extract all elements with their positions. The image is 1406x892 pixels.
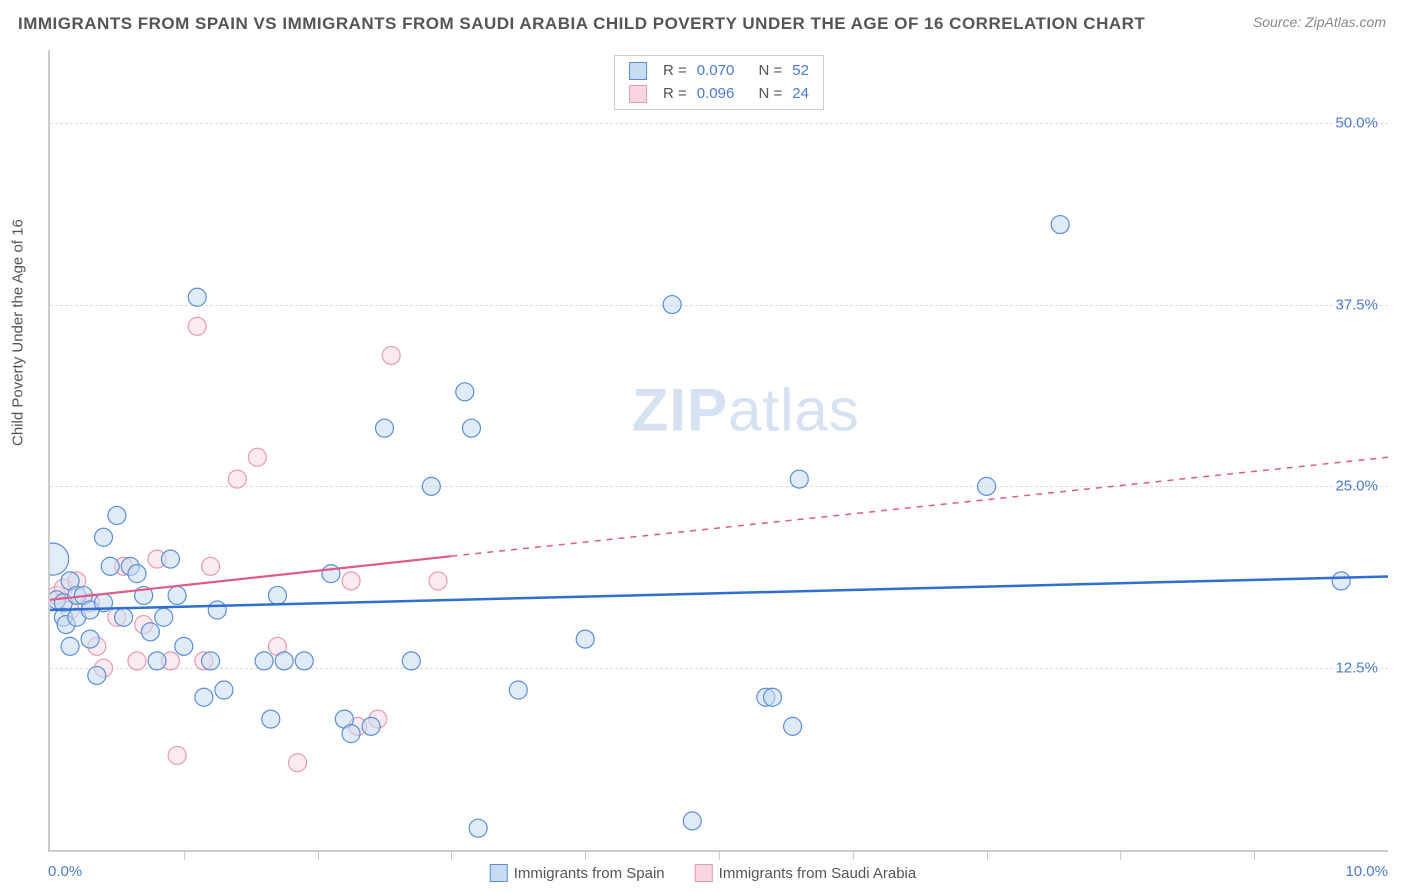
scatter-point-blue xyxy=(683,812,701,830)
x-tick-mark xyxy=(585,850,586,860)
r-value-pink: 0.096 xyxy=(697,83,735,106)
legend-item-saudi: Immigrants from Saudi Arabia xyxy=(695,864,917,882)
scatter-point-blue xyxy=(422,477,440,495)
scatter-point-pink xyxy=(248,448,266,466)
r-label: R = xyxy=(663,60,687,83)
scatter-point-blue xyxy=(128,565,146,583)
scatter-point-blue xyxy=(509,681,527,699)
scatter-point-blue xyxy=(978,477,996,495)
n-label: N = xyxy=(759,83,783,106)
scatter-point-blue xyxy=(61,637,79,655)
scatter-point-pink xyxy=(382,346,400,364)
scatter-point-blue-large xyxy=(50,543,69,575)
x-tick-mark xyxy=(853,850,854,860)
scatter-point-blue xyxy=(202,652,220,670)
scatter-point-blue xyxy=(148,652,166,670)
scatter-point-blue xyxy=(462,419,480,437)
scatter-point-pink xyxy=(128,652,146,670)
scatter-point-blue xyxy=(161,550,179,568)
scatter-point-pink xyxy=(168,746,186,764)
scatter-point-pink xyxy=(289,754,307,772)
scatter-point-blue xyxy=(268,586,286,604)
x-tick-mark xyxy=(318,850,319,860)
scatter-point-blue xyxy=(81,630,99,648)
chart-container: IMMIGRANTS FROM SPAIN VS IMMIGRANTS FROM… xyxy=(0,0,1406,892)
scatter-plot-svg xyxy=(50,50,1388,850)
correlation-legend-row-1: R = 0.070 N = 52 xyxy=(629,60,809,83)
scatter-point-blue xyxy=(262,710,280,728)
scatter-point-pink xyxy=(342,572,360,590)
scatter-point-blue xyxy=(576,630,594,648)
legend-swatch-spain xyxy=(490,864,508,882)
y-axis-label: Child Poverty Under the Age of 16 xyxy=(10,219,27,446)
x-tick-min: 0.0% xyxy=(48,863,82,880)
scatter-point-blue xyxy=(95,528,113,546)
scatter-point-pink xyxy=(429,572,447,590)
scatter-point-blue xyxy=(342,725,360,743)
scatter-point-blue xyxy=(108,506,126,524)
correlation-legend: R = 0.070 N = 52 R = 0.096 N = 24 xyxy=(614,55,824,110)
scatter-point-blue xyxy=(456,383,474,401)
scatter-point-blue xyxy=(275,652,293,670)
legend-swatch-blue xyxy=(629,62,647,80)
x-tick-mark xyxy=(451,850,452,860)
legend-swatch-pink xyxy=(629,85,647,103)
n-value-pink: 24 xyxy=(792,83,809,106)
scatter-point-pink xyxy=(228,470,246,488)
scatter-point-blue xyxy=(1051,216,1069,234)
x-tick-mark xyxy=(719,850,720,860)
legend-label-spain: Immigrants from Spain xyxy=(514,865,665,882)
scatter-point-pink xyxy=(202,557,220,575)
scatter-point-blue xyxy=(208,601,226,619)
scatter-point-blue xyxy=(402,652,420,670)
scatter-point-blue xyxy=(322,565,340,583)
r-value-blue: 0.070 xyxy=(697,60,735,83)
scatter-point-blue xyxy=(101,557,119,575)
x-tick-mark xyxy=(1120,850,1121,860)
legend-item-spain: Immigrants from Spain xyxy=(490,864,665,882)
scatter-point-blue xyxy=(195,688,213,706)
scatter-point-blue xyxy=(88,666,106,684)
x-tick-mark xyxy=(1254,850,1255,860)
scatter-point-blue xyxy=(764,688,782,706)
scatter-point-blue xyxy=(155,608,173,626)
series-legend: Immigrants from Spain Immigrants from Sa… xyxy=(490,864,916,882)
scatter-point-blue xyxy=(255,652,273,670)
r-label: R = xyxy=(663,83,687,106)
scatter-point-pink xyxy=(188,317,206,335)
scatter-point-blue xyxy=(663,296,681,314)
scatter-point-blue xyxy=(376,419,394,437)
x-tick-mark xyxy=(987,850,988,860)
source-attribution: Source: ZipAtlas.com xyxy=(1253,14,1386,30)
scatter-point-blue xyxy=(141,623,159,641)
x-tick-mark xyxy=(184,850,185,860)
scatter-point-blue xyxy=(168,586,186,604)
correlation-legend-row-2: R = 0.096 N = 24 xyxy=(629,83,809,106)
scatter-point-blue xyxy=(215,681,233,699)
n-label: N = xyxy=(759,60,783,83)
legend-label-saudi: Immigrants from Saudi Arabia xyxy=(719,865,917,882)
x-tick-max: 10.0% xyxy=(1345,863,1388,880)
scatter-point-blue xyxy=(115,608,133,626)
scatter-point-blue xyxy=(1332,572,1350,590)
plot-area: ZIPatlas R = 0.070 N = 52 R = 0.096 N = … xyxy=(48,50,1388,852)
trend-line-pink-dashed xyxy=(451,457,1388,556)
scatter-point-blue xyxy=(362,717,380,735)
scatter-point-blue xyxy=(188,288,206,306)
chart-title: IMMIGRANTS FROM SPAIN VS IMMIGRANTS FROM… xyxy=(18,14,1145,34)
scatter-point-blue xyxy=(784,717,802,735)
scatter-point-blue xyxy=(175,637,193,655)
scatter-point-blue xyxy=(790,470,808,488)
scatter-point-blue xyxy=(295,652,313,670)
legend-swatch-saudi xyxy=(695,864,713,882)
n-value-blue: 52 xyxy=(792,60,809,83)
trend-line-blue xyxy=(50,577,1388,610)
scatter-point-blue xyxy=(469,819,487,837)
